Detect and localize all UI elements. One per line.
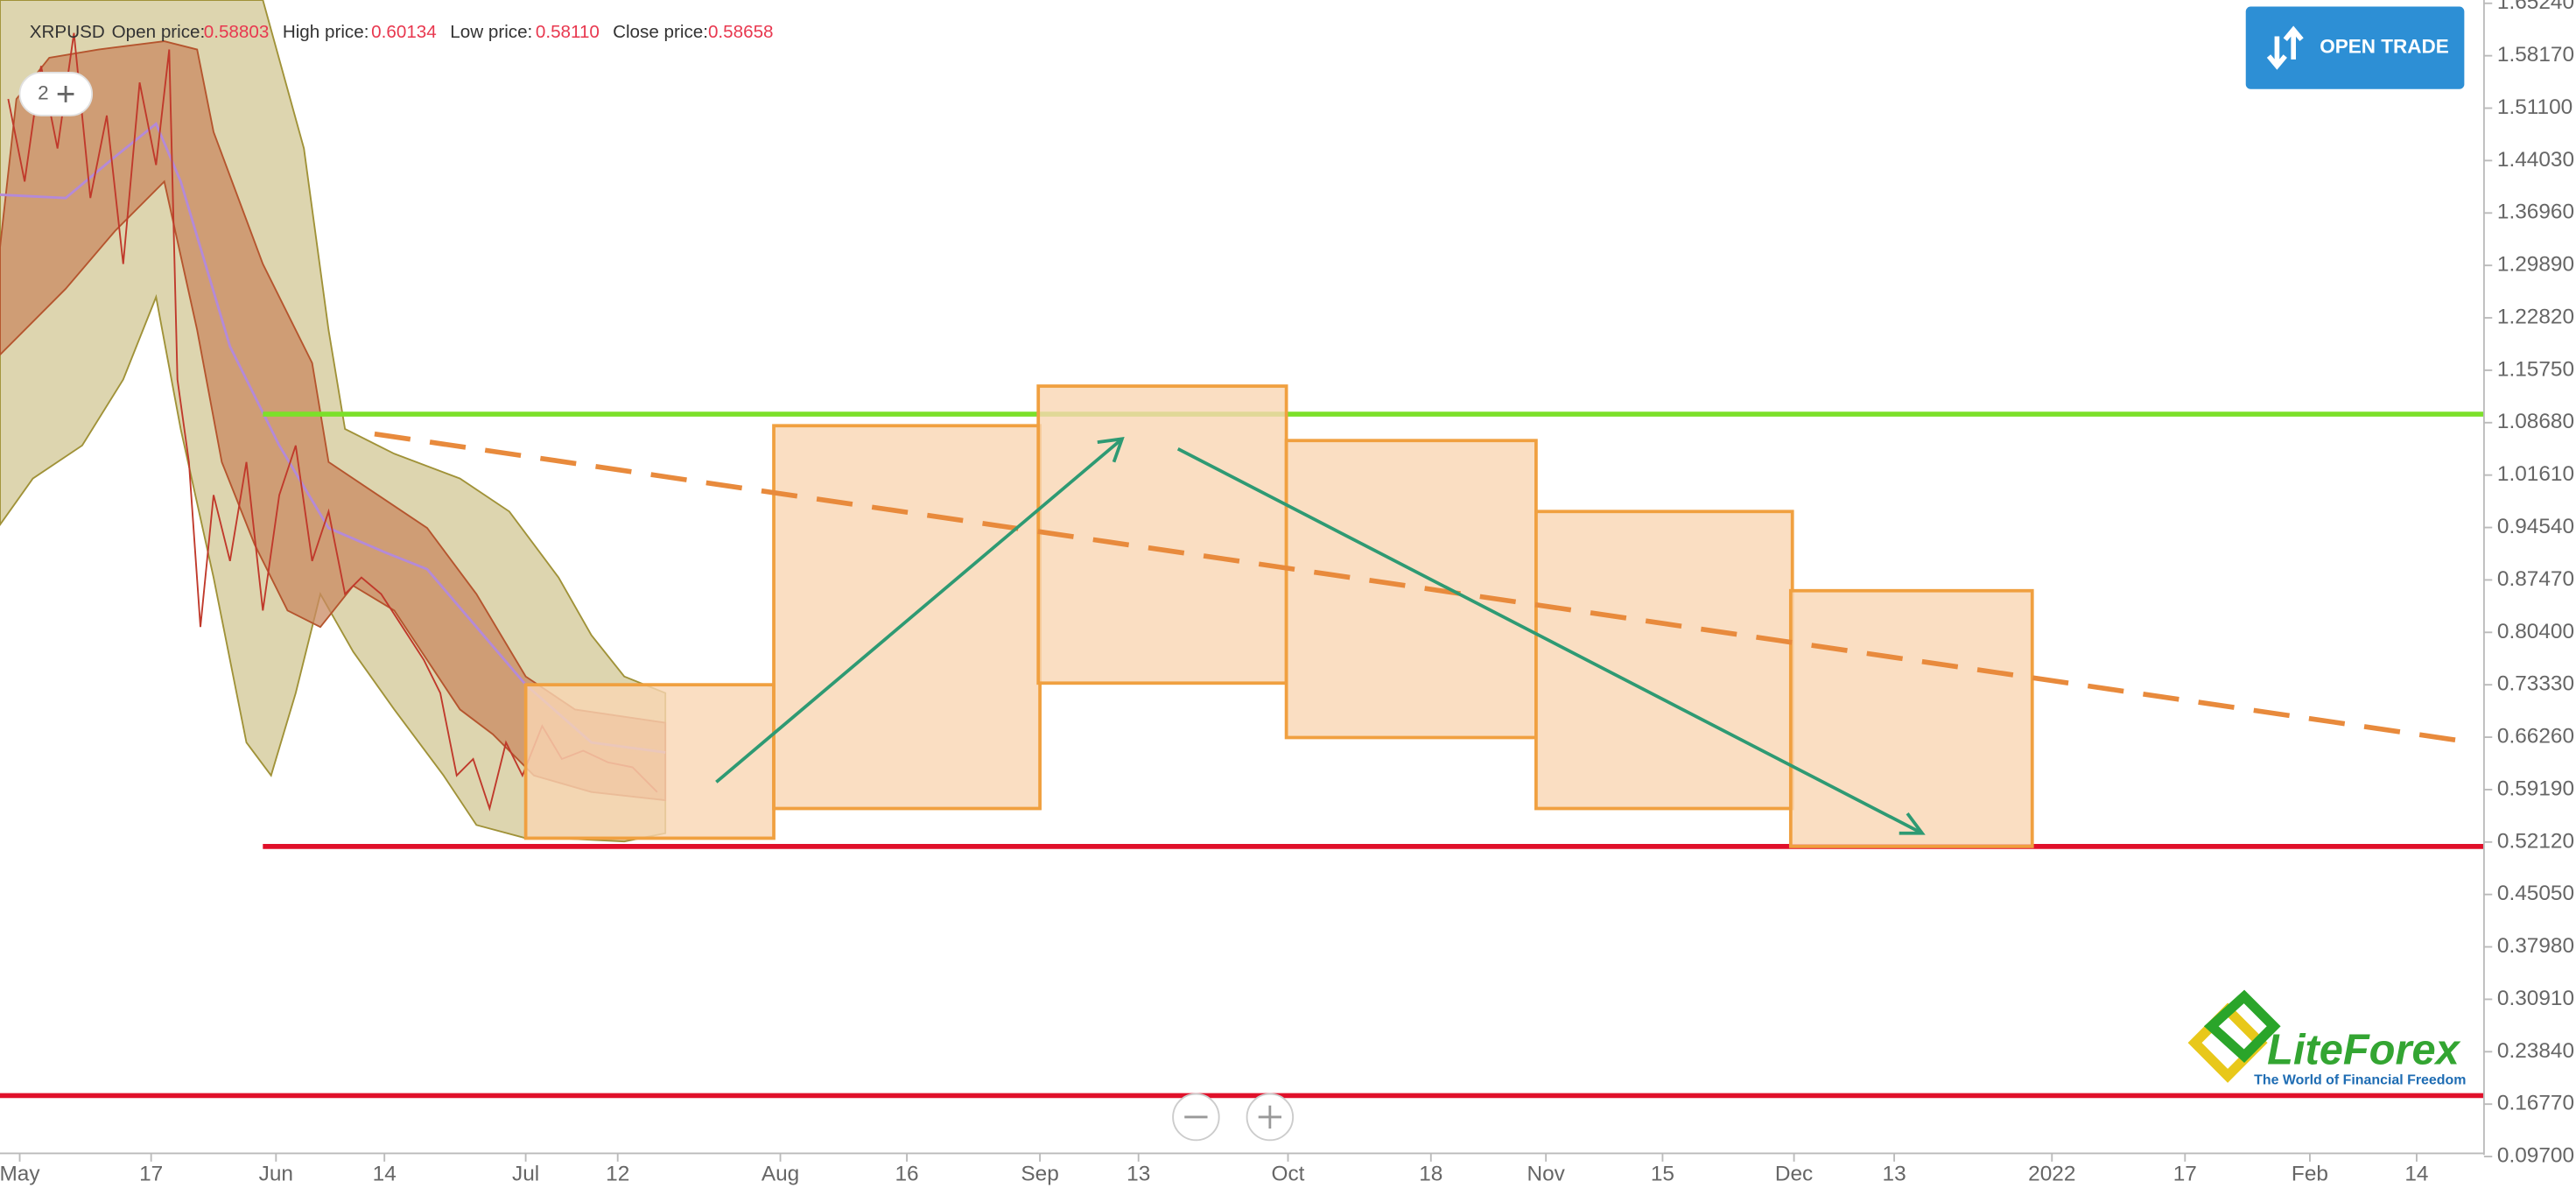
logo-name: LiteForex <box>2267 1026 2460 1073</box>
time-label: 17 <box>139 1162 163 1185</box>
time-label: Feb <box>2292 1162 2328 1185</box>
arrow-head <box>1899 812 1926 835</box>
time-label: 2022 <box>2028 1162 2075 1185</box>
trend-line <box>374 431 2474 745</box>
price-label: 0.87470 <box>2497 567 2574 591</box>
arrow-up <box>715 437 1124 784</box>
plus-icon <box>1258 1105 1281 1129</box>
button-bg[interactable] <box>2245 6 2465 89</box>
zoom-controls <box>1172 1093 1295 1142</box>
price-label: 1.22820 <box>2497 305 2574 328</box>
time-label: Dec <box>1775 1162 1813 1185</box>
plus-icon <box>57 86 74 102</box>
time-label: May <box>0 1162 40 1185</box>
forecast-box <box>772 424 1042 811</box>
ohlc-label: Low price: <box>450 22 532 42</box>
price-label: 0.52120 <box>2497 829 2574 853</box>
price-label: 0.16770 <box>2497 1092 2574 1115</box>
price-label: 1.36960 <box>2497 200 2574 224</box>
time-label: 16 <box>895 1162 918 1185</box>
forecast-box <box>1036 384 1288 685</box>
time-label: Nov <box>1527 1162 1565 1185</box>
price-label: 0.09700 <box>2497 1144 2574 1168</box>
price-trace <box>7 32 658 812</box>
ohlc-value: 0.58658 <box>708 22 774 42</box>
price-label: 0.80400 <box>2497 620 2574 643</box>
price-label: 1.65240 <box>2497 0 2574 14</box>
forecast-box <box>1534 510 1794 811</box>
price-label: 0.59190 <box>2497 777 2574 800</box>
price-label: 1.58170 <box>2497 43 2574 67</box>
ohlc-value: 0.60134 <box>371 22 437 42</box>
logo-mark-green <box>2203 989 2281 1064</box>
price-label: 1.08680 <box>2497 410 2574 433</box>
price-label: 0.66260 <box>2497 724 2574 748</box>
time-label: Jun <box>259 1162 293 1185</box>
time-label: Oct <box>1272 1162 1305 1185</box>
time-label: Aug <box>762 1162 799 1185</box>
time-label: Sep <box>1021 1162 1058 1185</box>
time-label: 14 <box>2404 1162 2428 1185</box>
price-label: 1.29890 <box>2497 253 2574 277</box>
price-label: 1.15750 <box>2497 357 2574 381</box>
indicator-pill[interactable]: 2 <box>18 71 94 116</box>
ohlc-value: 0.58110 <box>536 22 600 42</box>
forecast-arrows <box>715 437 1926 835</box>
price-label: 0.30910 <box>2497 987 2574 1010</box>
time-label: 17 <box>2173 1162 2197 1185</box>
open-trade-button[interactable]: OPEN TRADE <box>2245 6 2465 89</box>
indicator-count: 2 <box>38 81 49 103</box>
time-label: 12 <box>606 1162 629 1185</box>
arrow-down <box>1176 446 1923 835</box>
price-label: 0.45050 <box>2497 882 2574 905</box>
price-label: 0.94540 <box>2497 515 2574 538</box>
ohlc-label: Open price: <box>112 22 206 42</box>
time-label: Jul <box>512 1162 539 1185</box>
time-label: 13 <box>1883 1162 1906 1185</box>
middle-band <box>0 122 666 754</box>
forecast-box <box>1788 588 2034 848</box>
price-label: 1.44030 <box>2497 148 2574 172</box>
time-label: 15 <box>1651 1162 1674 1185</box>
time-axis: May 17 Jun 14 Jul 12 Aug 16 Sep 13 Oct 18 Nov 15 Dec 13… <box>0 1153 2429 1185</box>
ohlc-header: Open price:0.58803 High price: 0.60134 Low … <box>112 22 774 42</box>
time-label: 13 <box>1127 1162 1150 1185</box>
ohlc-label: High price: <box>283 22 369 42</box>
forecast-box <box>523 683 776 840</box>
ohlc-value: 0.58803 <box>204 22 270 42</box>
ohlc-label: Close price: <box>613 22 708 42</box>
pill-bg[interactable] <box>18 71 94 116</box>
price-label: 0.23840 <box>2497 1039 2574 1063</box>
forecast-boxes <box>523 384 2034 848</box>
symbol: XRPUSD <box>30 22 105 42</box>
button-label: OPEN TRADE <box>2320 36 2449 58</box>
time-label: 14 <box>373 1162 397 1185</box>
price-label: 1.51100 <box>2497 95 2572 119</box>
price-axis: 1.65240 1.58170 1.51100 1.44030 1.36960 1.298… <box>2483 0 2574 1168</box>
logo: LiteForex The World of Financial Freedom <box>2187 989 2466 1088</box>
price-label: 0.73330 <box>2497 672 2574 696</box>
price-label: 0.37980 <box>2497 934 2574 958</box>
time-label: 18 <box>1419 1162 1442 1185</box>
trade-icon <box>2266 25 2304 70</box>
price-label: 1.01610 <box>2497 462 2574 486</box>
forecast-box <box>1284 439 1538 740</box>
logo-tagline: The World of Financial Freedom <box>2254 1073 2466 1088</box>
arrow-head <box>1097 437 1125 463</box>
